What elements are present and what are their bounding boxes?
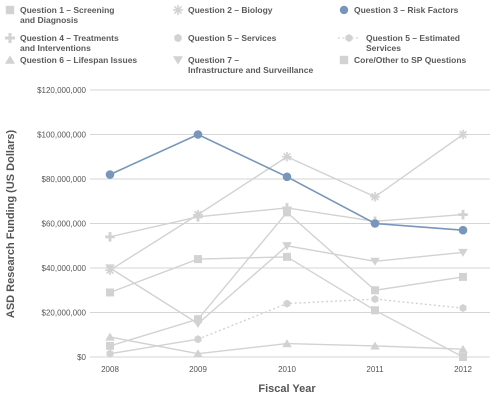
data-point [194,315,202,324]
data-point [282,242,292,251]
x-tick-label: 2009 [189,365,207,374]
y-tick-label: $100,000,000 [37,131,86,140]
data-point [458,248,468,257]
data-point [459,272,467,281]
data-point [282,151,292,162]
series-4 [105,203,468,242]
legend-item: Question 3 – Risk Factors [339,5,459,15]
legend-label: Question 2 – Biology [188,5,273,15]
data-point [106,349,114,358]
x-tick-label: 2008 [101,365,119,374]
data-point [282,203,292,213]
data-point [458,225,468,235]
legend-marker [339,55,349,65]
y-axis-ticks: $0 $20,000,000 $40,000,000 $60,000,000 $80,0… [37,86,86,362]
legend-item: Question 6 – Lifespan Issues [4,55,137,65]
legend-label: Question 7 – Infrastructure and Surveilla… [188,55,313,75]
series-1 [106,208,467,350]
legend-item: Question 1 – Screening and Diagnosis [5,5,114,25]
data-point [370,219,380,228]
legend-marker [4,32,16,44]
legend-item: Question 2 – Biology [172,4,273,16]
data-point [106,341,114,350]
data-point [282,172,292,182]
legend-item: Question 4 – Treatments and Interventions [4,32,119,53]
legend-label: Question 3 – Risk Factors [354,5,459,15]
legend-item: Core/Other to SP Questions [339,55,467,65]
y-tick-label: $80,000,000 [42,175,87,184]
series-2 [105,129,468,276]
legend-label: Question 1 – Screening and Diagnosis [20,5,114,25]
legend-item: Question 5 – Services [174,33,277,43]
x-axis-title: Fiscal Year [258,383,316,395]
y-tick-label: $0 [77,353,86,362]
data-point [105,332,115,341]
data-point [370,192,380,202]
data-point [105,232,115,242]
data-point [459,353,467,361]
y-tick-label: $120,000,000 [37,86,86,95]
legend-label: Question 4 – Treatments and Interventions [20,33,119,53]
legend-marker [172,56,184,65]
data-point [282,339,292,348]
data-point [106,288,114,297]
legend: Question 1 – Screening and Diagnosis Quest… [4,4,467,75]
legend-marker [5,5,15,15]
data-point [371,295,379,304]
legend-marker [172,4,184,16]
data-point [193,349,203,358]
y-axis-title: ASD Research Funding (US Dollars) [5,130,17,319]
legend-label: Core/Other to SP Questions [354,55,467,65]
data-point [458,129,468,140]
data-point [283,299,291,308]
series-line [109,211,464,347]
series-line [197,298,464,340]
x-tick-label: 2012 [454,365,472,374]
legend-item: Question 7 – Infrastructure and Surveilla… [172,55,313,75]
x-tick-label: 2010 [278,365,296,374]
data-point [193,130,203,139]
y-tick-label: $20,000,000 [42,309,87,318]
data-point [459,304,467,313]
grid-lines [90,89,490,358]
data-point [105,170,115,179]
series-8 [105,242,468,329]
legend-label: Question 5 – Services [188,33,277,43]
data-point [458,344,468,353]
legend-item: Question 5 – Estimated Services [338,33,460,53]
data-point [371,286,379,295]
series-7 [105,332,468,358]
data-point [105,264,115,273]
legend-marker [174,33,182,43]
x-tick-label: 2011 [366,365,384,374]
legend-marker [4,55,16,64]
legend-marker [339,5,349,15]
series-line [109,338,199,355]
legend-label: Question 5 – Estimated Services [366,33,460,53]
series-3 [105,130,468,235]
data-point [193,320,203,329]
series-6 [194,295,467,344]
data-point [193,212,203,222]
series-9 [106,252,467,361]
y-tick-label: $40,000,000 [42,264,87,273]
legend-label: Question 6 – Lifespan Issues [20,55,137,65]
data-point [194,255,202,264]
data-point [370,341,380,350]
data-point [370,257,380,266]
legend-marker [345,34,353,42]
x-axis-ticks: 2008 2009 2010 2011 2012 [101,365,472,374]
data-point [371,306,379,315]
y-tick-label: $60,000,000 [42,220,87,229]
data-point [283,252,291,261]
series-group [105,129,468,361]
data-point [458,209,468,220]
data-point [194,335,202,344]
